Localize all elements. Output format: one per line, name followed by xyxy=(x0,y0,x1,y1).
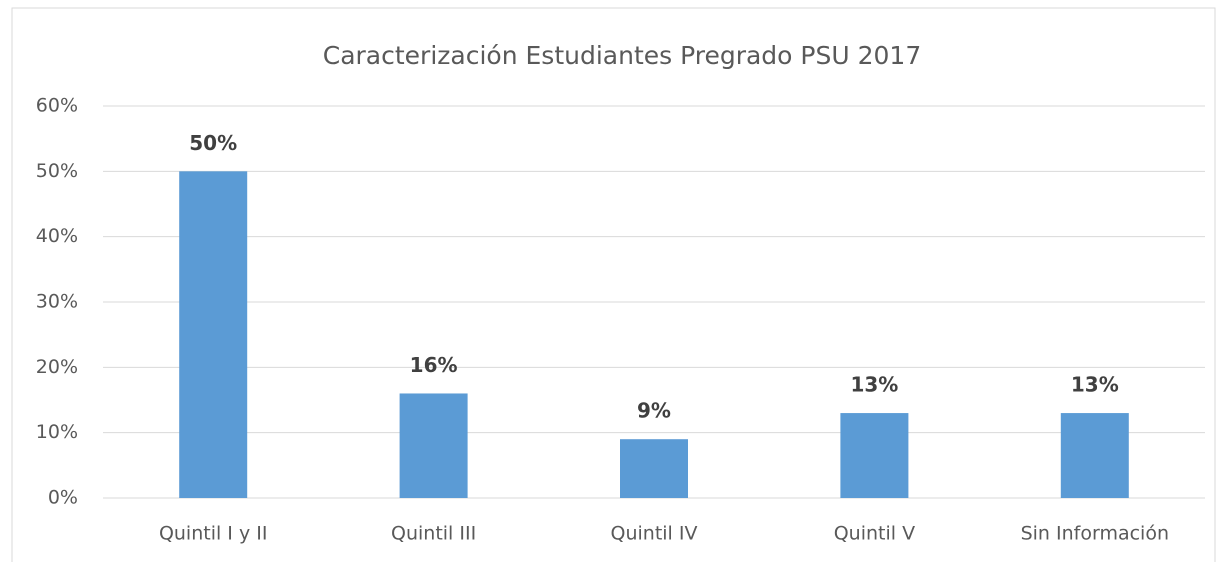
x-tick-label: Sin Información xyxy=(1021,523,1169,545)
x-tick-label: Quintil I y II xyxy=(159,523,268,545)
bar xyxy=(179,171,248,499)
bar xyxy=(1060,413,1129,498)
x-tick-label: Quintil III xyxy=(391,523,476,545)
data-label: 50% xyxy=(189,131,237,155)
bar xyxy=(620,439,688,498)
data-label: 16% xyxy=(410,353,458,377)
y-tick-label: 30% xyxy=(36,291,78,313)
y-tick-label: 10% xyxy=(36,421,78,443)
x-tick-label: Quintil IV xyxy=(611,523,698,545)
y-tick-label: 60% xyxy=(36,95,78,117)
y-tick-label: 50% xyxy=(36,160,78,182)
bar xyxy=(840,413,909,498)
bar xyxy=(399,393,468,498)
x-tick-label: Quintil V xyxy=(834,523,915,545)
chart-title: Caracterización Estudiantes Pregrado PSU… xyxy=(323,41,922,70)
y-tick-label: 0% xyxy=(48,487,78,509)
data-label: 13% xyxy=(1071,373,1119,397)
y-tick-label: 20% xyxy=(36,356,78,378)
data-label: 9% xyxy=(637,399,671,423)
data-label: 13% xyxy=(850,373,898,397)
y-tick-label: 40% xyxy=(36,225,78,247)
